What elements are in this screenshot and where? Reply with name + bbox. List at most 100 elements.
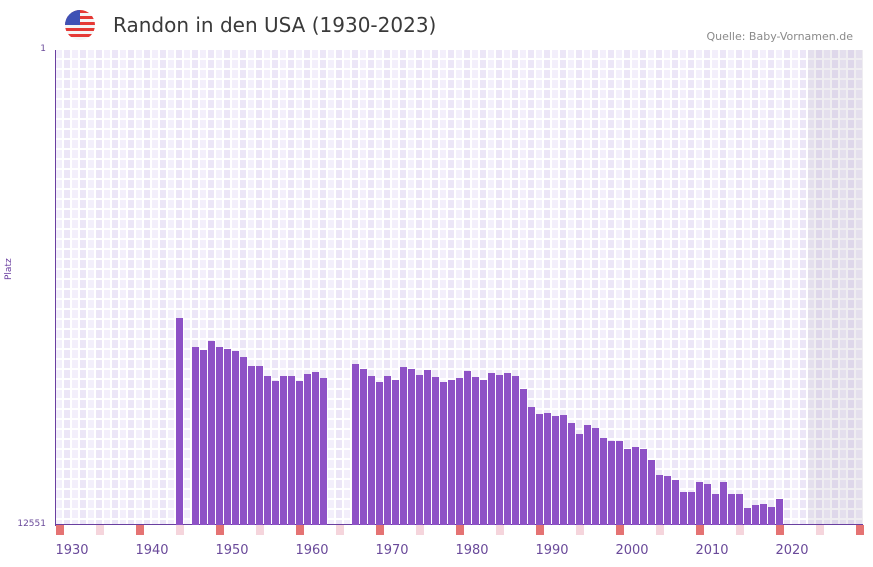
bar-1983[interactable]	[480, 380, 487, 525]
bar-2008[interactable]	[680, 492, 687, 525]
bar-1947[interactable]	[192, 347, 199, 525]
bar-1991[interactable]	[544, 412, 551, 525]
half-decade-marker	[256, 525, 264, 535]
decade-marker	[376, 525, 384, 535]
bar-1970[interactable]	[376, 381, 383, 525]
bar-1975[interactable]	[416, 375, 423, 525]
us-flag-icon	[65, 10, 95, 40]
decade-marker	[56, 525, 64, 535]
bar-2007[interactable]	[672, 479, 679, 525]
bar-2010[interactable]	[696, 482, 703, 525]
bar-1971[interactable]	[384, 375, 391, 525]
source-link[interactable]: Quelle: Baby-Vornamen.de	[706, 30, 853, 43]
x-tick-label: 1950	[215, 543, 249, 558]
bar-1961[interactable]	[304, 373, 311, 525]
bar-1968[interactable]	[360, 369, 367, 525]
half-decade-marker	[176, 525, 184, 535]
bar-1962[interactable]	[312, 372, 319, 525]
half-decade-marker	[96, 525, 104, 535]
bar-1958[interactable]	[280, 375, 287, 525]
decade-marker	[456, 525, 464, 535]
bar-1955[interactable]	[256, 365, 263, 525]
plot-area	[56, 50, 863, 525]
y-axis-label: Platz	[4, 258, 14, 280]
decade-marker	[616, 525, 624, 535]
half-decade-marker	[736, 525, 744, 535]
bar-1972[interactable]	[392, 380, 399, 525]
decade-marker	[536, 525, 544, 535]
bar-1957[interactable]	[272, 381, 279, 525]
bar-1963[interactable]	[320, 378, 327, 525]
bar-1948[interactable]	[200, 350, 207, 525]
bar-2012[interactable]	[712, 493, 719, 525]
decade-marker	[856, 525, 864, 535]
bar-1951[interactable]	[224, 348, 231, 525]
bar-1950[interactable]	[216, 347, 223, 525]
bar-1998[interactable]	[600, 437, 607, 525]
bar-1949[interactable]	[208, 341, 215, 525]
half-decade-marker	[416, 525, 424, 535]
bar-2018[interactable]	[760, 504, 767, 525]
bar-1977[interactable]	[432, 376, 439, 525]
bar-2011[interactable]	[704, 484, 711, 525]
bar-1997[interactable]	[592, 428, 599, 525]
bar-1973[interactable]	[400, 367, 407, 525]
x-tick-label: 1980	[455, 543, 489, 558]
bar-2020[interactable]	[776, 498, 783, 525]
x-tick-label: 2020	[775, 543, 809, 558]
bar-2019[interactable]	[768, 507, 775, 525]
bar-1995[interactable]	[576, 434, 583, 525]
bar-1989[interactable]	[528, 406, 535, 525]
bar-2002[interactable]	[632, 446, 639, 525]
bar-2005[interactable]	[656, 475, 663, 525]
bar-1956[interactable]	[264, 375, 271, 525]
half-decade-marker	[816, 525, 824, 535]
bar-1967[interactable]	[352, 364, 359, 525]
decade-marker	[136, 525, 144, 535]
x-tick-label: 1990	[535, 543, 569, 558]
bar-1992[interactable]	[552, 415, 559, 525]
bar-1979[interactable]	[448, 380, 455, 525]
bar-1994[interactable]	[568, 423, 575, 525]
x-tick-label: 2000	[615, 543, 649, 558]
bar-1988[interactable]	[520, 389, 527, 525]
bar-2000[interactable]	[616, 440, 623, 525]
chart-title: Randon in den USA (1930-2023)	[113, 13, 437, 37]
bar-2006[interactable]	[664, 476, 671, 525]
bar-2015[interactable]	[736, 493, 743, 525]
bar-2013[interactable]	[720, 482, 727, 525]
bar-1985[interactable]	[496, 375, 503, 525]
bar-2004[interactable]	[648, 459, 655, 525]
half-decade-marker	[656, 525, 664, 535]
bar-2017[interactable]	[752, 504, 759, 525]
x-tick-label: 2010	[695, 543, 729, 558]
bar-1986[interactable]	[504, 373, 511, 525]
bar-1990[interactable]	[536, 414, 543, 525]
bar-1999[interactable]	[608, 440, 615, 525]
bar-1987[interactable]	[512, 375, 519, 525]
bar-1974[interactable]	[408, 369, 415, 525]
bar-1969[interactable]	[368, 375, 375, 525]
bar-1960[interactable]	[296, 381, 303, 525]
bar-1976[interactable]	[424, 370, 431, 525]
x-tick-label: 1930	[55, 543, 89, 558]
bar-1980[interactable]	[456, 378, 463, 525]
bar-1981[interactable]	[464, 370, 471, 525]
bar-1954[interactable]	[248, 365, 255, 525]
bar-2014[interactable]	[728, 493, 735, 525]
bar-1982[interactable]	[472, 376, 479, 525]
bar-1959[interactable]	[288, 375, 295, 525]
bar-1993[interactable]	[560, 415, 567, 525]
decade-marker	[696, 525, 704, 535]
bar-2016[interactable]	[744, 507, 751, 525]
bar-2003[interactable]	[640, 448, 647, 525]
bar-1978[interactable]	[440, 381, 447, 525]
decade-marker	[776, 525, 784, 535]
bar-1945[interactable]	[176, 317, 183, 525]
bar-1953[interactable]	[240, 356, 247, 525]
bar-2009[interactable]	[688, 492, 695, 525]
bar-1996[interactable]	[584, 425, 591, 525]
bar-1984[interactable]	[488, 373, 495, 525]
bar-1952[interactable]	[232, 350, 239, 525]
bar-2001[interactable]	[624, 448, 631, 525]
